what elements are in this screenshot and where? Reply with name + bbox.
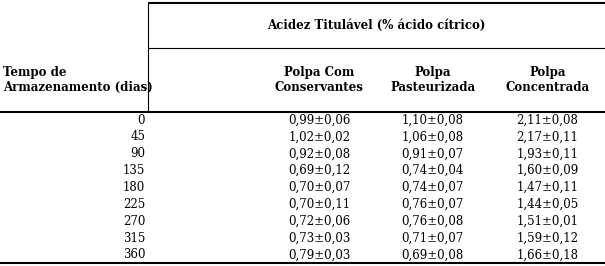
Text: 0,92±0,08: 0,92±0,08 bbox=[288, 147, 350, 160]
Text: 1,02±0,02: 1,02±0,02 bbox=[288, 131, 350, 143]
Text: 0: 0 bbox=[138, 114, 145, 127]
Text: 135: 135 bbox=[123, 164, 145, 177]
Text: Polpa Com
Conservantes: Polpa Com Conservantes bbox=[275, 66, 364, 94]
Text: 0,72±0,06: 0,72±0,06 bbox=[288, 215, 350, 228]
Text: 225: 225 bbox=[123, 198, 145, 211]
Text: 1,47±0,11: 1,47±0,11 bbox=[517, 181, 578, 194]
Text: 0,73±0,03: 0,73±0,03 bbox=[288, 232, 350, 244]
Text: 0,91±0,07: 0,91±0,07 bbox=[402, 147, 463, 160]
Text: 45: 45 bbox=[130, 131, 145, 143]
Text: 0,70±0,07: 0,70±0,07 bbox=[288, 181, 350, 194]
Text: 0,71±0,07: 0,71±0,07 bbox=[402, 232, 463, 244]
Text: 0,70±0,11: 0,70±0,11 bbox=[288, 198, 350, 211]
Text: 180: 180 bbox=[123, 181, 145, 194]
Text: 0,69±0,12: 0,69±0,12 bbox=[288, 164, 350, 177]
Text: 1,93±0,11: 1,93±0,11 bbox=[517, 147, 578, 160]
Text: 1,66±0,18: 1,66±0,18 bbox=[517, 248, 578, 261]
Text: Polpa
Pasteurizada: Polpa Pasteurizada bbox=[390, 66, 475, 94]
Text: 0,76±0,08: 0,76±0,08 bbox=[402, 215, 463, 228]
Text: 2,11±0,08: 2,11±0,08 bbox=[517, 114, 578, 127]
Text: 0,79±0,03: 0,79±0,03 bbox=[288, 248, 350, 261]
Text: 1,44±0,05: 1,44±0,05 bbox=[517, 198, 578, 211]
Text: 1,10±0,08: 1,10±0,08 bbox=[402, 114, 463, 127]
Text: 2,17±0,11: 2,17±0,11 bbox=[517, 131, 578, 143]
Text: Acidez Titulável (% ácido cítrico): Acidez Titulável (% ácido cítrico) bbox=[267, 19, 486, 32]
Text: 1,59±0,12: 1,59±0,12 bbox=[517, 232, 578, 244]
Text: Tempo de
Armazenamento (dias): Tempo de Armazenamento (dias) bbox=[3, 66, 153, 94]
Text: 1,06±0,08: 1,06±0,08 bbox=[402, 131, 463, 143]
Text: Polpa
Concentrada: Polpa Concentrada bbox=[505, 66, 590, 94]
Text: 1,60±0,09: 1,60±0,09 bbox=[517, 164, 578, 177]
Text: 0,76±0,07: 0,76±0,07 bbox=[401, 198, 464, 211]
Text: 0,69±0,08: 0,69±0,08 bbox=[402, 248, 463, 261]
Text: 315: 315 bbox=[123, 232, 145, 244]
Text: 0,74±0,07: 0,74±0,07 bbox=[401, 181, 464, 194]
Text: 0,99±0,06: 0,99±0,06 bbox=[288, 114, 350, 127]
Text: 90: 90 bbox=[130, 147, 145, 160]
Text: 360: 360 bbox=[123, 248, 145, 261]
Text: 270: 270 bbox=[123, 215, 145, 228]
Text: 1,51±0,01: 1,51±0,01 bbox=[517, 215, 578, 228]
Text: 0,74±0,04: 0,74±0,04 bbox=[401, 164, 464, 177]
